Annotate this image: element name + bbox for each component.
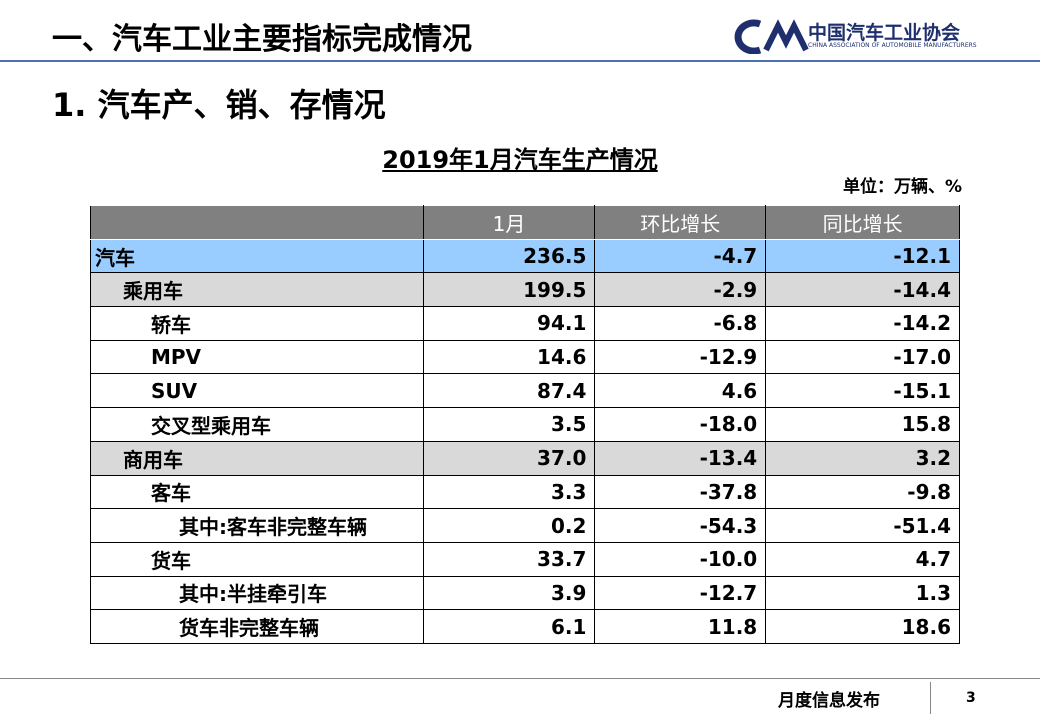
- table-row: 商用车 37.0 -13.4 3.2: [90, 440, 960, 476]
- value-cell: -2.9: [594, 272, 767, 308]
- value-cell: -10.0: [594, 541, 767, 577]
- table-row: 交叉型乘用车 3.5 -18.0 15.8: [90, 407, 960, 442]
- slide-title: 一、汽车工业主要指标完成情况: [52, 22, 472, 57]
- header-row: 1月 环比增长 同比增长: [90, 205, 960, 240]
- value-cell: 18.6: [765, 609, 960, 644]
- value-cell: -12.1: [765, 238, 960, 274]
- value-cell: 15.8: [765, 407, 960, 442]
- value-cell: 4.7: [765, 541, 960, 577]
- table-row: 轿车 94.1 -6.8 -14.2: [90, 306, 960, 341]
- value-cell: -4.7: [594, 238, 767, 274]
- row-label: 货车: [90, 541, 424, 577]
- value-cell: 3.3: [422, 474, 596, 510]
- value-cell: -15.1: [765, 373, 960, 409]
- row-label: 轿车: [90, 306, 424, 341]
- row-label: 客车: [90, 474, 424, 510]
- row-label: 其中:半挂牵引车: [90, 575, 424, 611]
- value-cell: 87.4: [422, 373, 596, 409]
- value-cell: -51.4: [765, 508, 960, 543]
- value-cell: -18.0: [594, 407, 767, 442]
- table-row: 客车 3.3 -37.8 -9.8: [90, 474, 960, 510]
- value-cell: 6.1: [422, 609, 596, 644]
- data-table: 1月 环比增长 同比增长 汽车 236.5 -4.7 -12.1 乘用车 199.5 -2.9 -1…: [90, 205, 960, 644]
- value-cell: 11.8: [594, 609, 767, 644]
- value-cell: 3.9: [422, 575, 596, 611]
- row-label: 汽车: [90, 238, 424, 274]
- value-cell: -9.8: [765, 474, 960, 510]
- value-cell: -13.4: [594, 440, 767, 476]
- unit-note: 单位：万辆、%: [842, 177, 962, 197]
- header-cell: 环比增长: [594, 205, 767, 240]
- value-cell: -54.3: [594, 508, 767, 543]
- value-cell: -14.2: [765, 306, 960, 341]
- row-label: 乘用车: [90, 272, 424, 308]
- header-cell: 1月: [422, 205, 596, 240]
- value-cell: 0.2: [422, 508, 596, 543]
- footer-label: 月度信息发布: [778, 691, 880, 711]
- value-cell: 4.6: [594, 373, 767, 409]
- row-label: MPV: [90, 339, 424, 375]
- table-row: SUV 87.4 4.6 -15.1: [90, 373, 960, 409]
- table-row: 货车 33.7 -10.0 4.7: [90, 541, 960, 577]
- table-row: 汽车 236.5 -4.7 -12.1: [90, 238, 960, 274]
- footer-divider: [930, 682, 931, 714]
- value-cell: -14.4: [765, 272, 960, 308]
- value-cell: -6.8: [594, 306, 767, 341]
- page-number: 3: [966, 690, 976, 706]
- value-cell: 3.5: [422, 407, 596, 442]
- value-cell: -12.9: [594, 339, 767, 375]
- footer-rule: [0, 678, 1040, 679]
- table-row: 其中:客车非完整车辆 0.2 -54.3 -51.4: [90, 508, 960, 543]
- header-cell: [90, 205, 424, 240]
- table-title: 2019年1月汽车生产情况: [382, 146, 658, 174]
- row-label: 交叉型乘用车: [90, 407, 424, 442]
- row-label: 商用车: [90, 440, 424, 476]
- value-cell: 14.6: [422, 339, 596, 375]
- header-cell: 同比增长: [765, 205, 960, 240]
- table-row: 乘用车 199.5 -2.9 -14.4: [90, 272, 960, 308]
- table-title-wrap: 2019年1月汽车生产情况: [0, 140, 1040, 175]
- header-rule: [0, 60, 1040, 62]
- logo-subtext: CHINA ASSOCIATION OF AUTOMOBILE MANUFACT…: [808, 42, 977, 49]
- row-label: 货车非完整车辆: [90, 609, 424, 644]
- section-title: 1. 汽车产、销、存情况: [52, 86, 386, 124]
- row-label: 其中:客车非完整车辆: [90, 508, 424, 543]
- value-cell: -12.7: [594, 575, 767, 611]
- value-cell: 1.3: [765, 575, 960, 611]
- value-cell: 236.5: [422, 238, 596, 274]
- table-row: 货车非完整车辆 6.1 11.8 18.6: [90, 609, 960, 644]
- value-cell: -17.0: [765, 339, 960, 375]
- value-cell: 94.1: [422, 306, 596, 341]
- value-cell: 3.2: [765, 440, 960, 476]
- logo-mark: [734, 19, 809, 54]
- table-row: 其中:半挂牵引车 3.9 -12.7 1.3: [90, 575, 960, 611]
- value-cell: -37.8: [594, 474, 767, 510]
- row-label: SUV: [90, 373, 424, 409]
- value-cell: 33.7: [422, 541, 596, 577]
- value-cell: 37.0: [422, 440, 596, 476]
- logo-text: 中国汽车工业协会: [808, 22, 961, 44]
- table-row: MPV 14.6 -12.9 -17.0: [90, 339, 960, 375]
- value-cell: 199.5: [422, 272, 596, 308]
